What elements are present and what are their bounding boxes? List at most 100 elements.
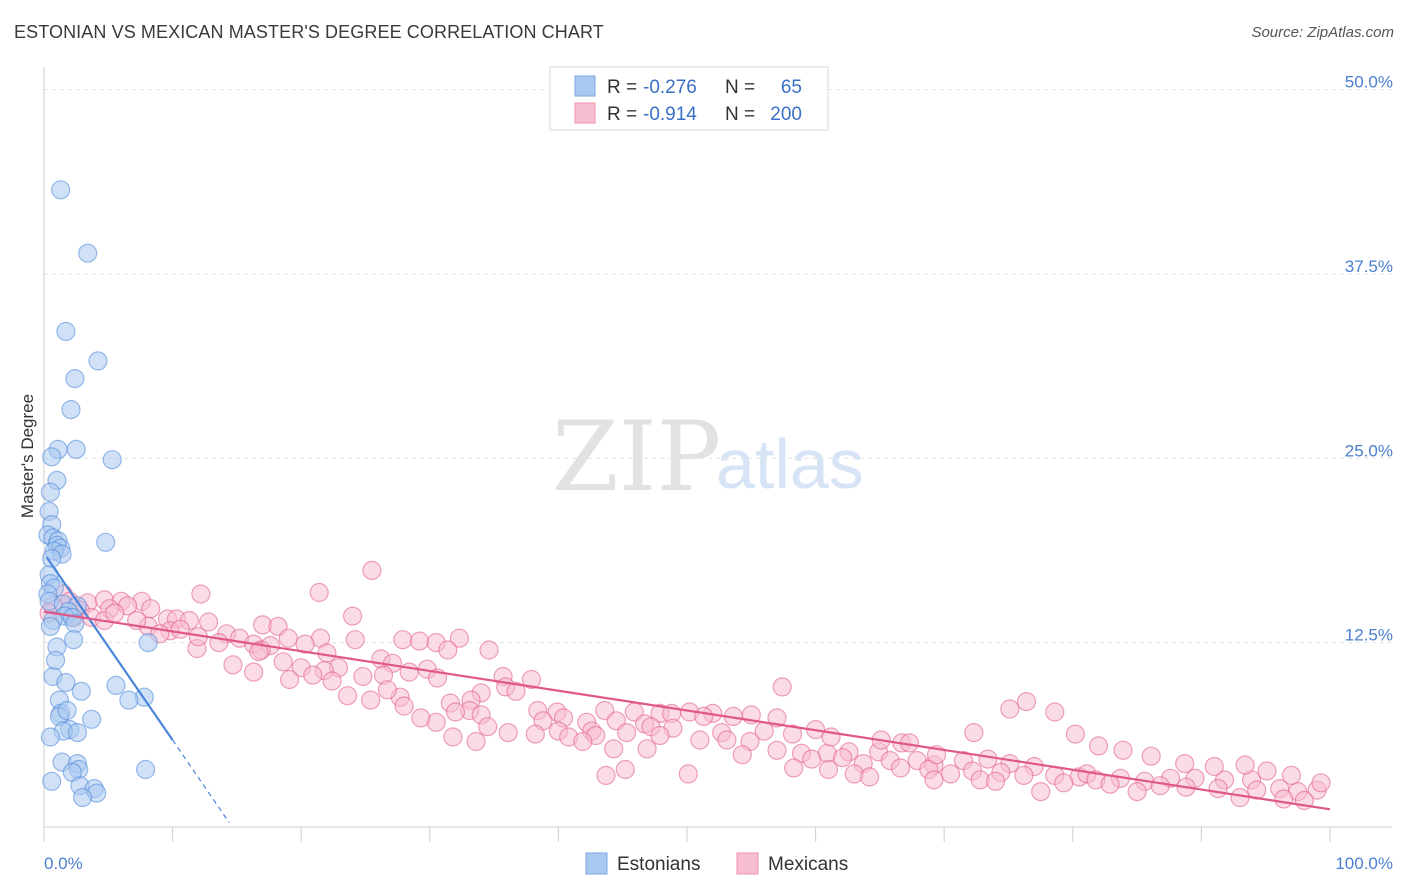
mexicans-point[interactable] [377, 680, 397, 700]
estonians-point[interactable] [40, 616, 61, 637]
mexicans-point[interactable] [1175, 753, 1195, 774]
mexicans-point[interactable] [637, 739, 657, 759]
mexicans-point[interactable] [466, 731, 486, 752]
estonians-point[interactable] [81, 709, 102, 729]
estonians-point[interactable] [102, 450, 122, 470]
mexicans-point[interactable] [940, 764, 961, 784]
mexicans-point[interactable] [343, 606, 363, 626]
legend-item-estonians[interactable]: Estonians [585, 852, 700, 875]
mexicans-point[interactable] [1141, 746, 1161, 766]
estonians-point[interactable] [66, 439, 86, 459]
mexicans-point[interactable] [1235, 755, 1255, 775]
mexicans-point[interactable] [615, 759, 635, 780]
estonians-point[interactable] [42, 447, 62, 467]
mexicans-point[interactable] [353, 666, 373, 687]
mexicans-point[interactable] [802, 749, 822, 769]
mexicans-point[interactable] [209, 632, 229, 653]
mexicans-point[interactable] [616, 722, 637, 743]
mexicans-point[interactable] [521, 669, 542, 690]
mexicans-point[interactable] [1311, 773, 1331, 793]
mexicans-point[interactable] [1000, 699, 1020, 719]
mexicans-point[interactable] [1150, 776, 1170, 796]
mexicans-point[interactable] [506, 681, 526, 701]
mexicans-point[interactable] [1274, 789, 1294, 809]
estonians-point[interactable] [88, 351, 108, 371]
mexicans-point[interactable] [924, 770, 944, 790]
mexicans-point[interactable] [317, 643, 337, 663]
mexicans-point[interactable] [105, 603, 125, 623]
mexicans-point[interactable] [690, 730, 710, 750]
mexicans-point[interactable] [767, 740, 787, 760]
estonians-point[interactable] [96, 532, 116, 552]
mexicans-point[interactable] [345, 630, 365, 650]
estonians-point[interactable] [57, 700, 77, 721]
mexicans-point[interactable] [479, 640, 499, 660]
estonians-point[interactable] [42, 771, 62, 791]
estonians-point[interactable] [138, 632, 158, 653]
mexicans-point[interactable] [964, 722, 984, 743]
mexicans-point[interactable] [832, 748, 853, 768]
mexicans-point[interactable] [782, 724, 803, 744]
mexicans-point[interactable] [478, 717, 498, 737]
mexicans-point[interactable] [170, 619, 190, 639]
estonians-point[interactable] [40, 482, 61, 502]
estonians-point[interactable] [65, 369, 85, 389]
mexicans-point[interactable] [249, 641, 269, 662]
mexicans-point[interactable] [199, 612, 219, 632]
mexicans-point[interactable] [337, 686, 358, 706]
mexicans-point[interactable] [1065, 724, 1086, 744]
mexicans-point[interactable] [1113, 740, 1133, 760]
mexicans-point[interactable] [1054, 773, 1074, 793]
mexicans-point[interactable] [650, 725, 670, 746]
estonians-point[interactable] [119, 690, 139, 710]
mexicans-point[interactable] [772, 677, 792, 697]
mexicans-point[interactable] [1031, 781, 1051, 802]
estonians-point[interactable] [136, 759, 156, 780]
mexicans-point[interactable] [1088, 736, 1109, 756]
mexicans-point[interactable] [223, 655, 243, 675]
mexicans-point[interactable] [1127, 781, 1147, 802]
mexicans-point[interactable] [1204, 756, 1224, 777]
mexicans-point[interactable] [445, 702, 466, 722]
mexicans-point[interactable] [443, 727, 463, 747]
estonians-point[interactable] [63, 630, 84, 650]
mexicans-point[interactable] [1045, 702, 1065, 722]
mexicans-point[interactable] [767, 708, 787, 728]
estonians-point[interactable] [72, 787, 93, 808]
estonians-point[interactable] [45, 650, 66, 670]
mexicans-point[interactable] [411, 708, 431, 728]
mexicans-point[interactable] [295, 634, 315, 654]
mexicans-point[interactable] [394, 696, 414, 716]
mexicans-point[interactable] [678, 764, 698, 784]
mexicans-point[interactable] [273, 652, 293, 672]
mexicans-point[interactable] [309, 582, 329, 603]
mexicans-point[interactable] [978, 749, 998, 769]
estonians-point[interactable] [67, 722, 88, 743]
mexicans-point[interactable] [393, 630, 413, 650]
estonians-point[interactable] [71, 681, 91, 701]
mexicans-point[interactable] [449, 628, 469, 648]
mexicans-point[interactable] [573, 731, 593, 752]
estonians-point[interactable] [56, 672, 76, 693]
mexicans-point[interactable] [1281, 765, 1302, 786]
mexicans-point[interactable] [596, 765, 616, 786]
mexicans-point[interactable] [818, 759, 839, 780]
mexicans-point[interactable] [1014, 765, 1034, 786]
estonians-point[interactable] [61, 400, 81, 420]
mexicans-point[interactable] [717, 730, 737, 750]
mexicans-point[interactable] [280, 669, 300, 690]
mexicans-point[interactable] [1208, 778, 1228, 799]
mexicans-point[interactable] [362, 560, 382, 581]
mexicans-point[interactable] [1257, 761, 1277, 781]
mexicans-point[interactable] [985, 771, 1006, 791]
mexicans-point[interactable] [278, 628, 298, 648]
mexicans-point[interactable] [604, 739, 624, 759]
estonians-point[interactable] [106, 675, 126, 696]
mexicans-point[interactable] [438, 640, 458, 660]
mexicans-point[interactable] [322, 671, 342, 691]
mexicans-point[interactable] [244, 662, 264, 682]
mexicans-point[interactable] [694, 706, 714, 727]
estonians-point[interactable] [40, 727, 61, 747]
mexicans-point[interactable] [409, 631, 430, 651]
mexicans-point[interactable] [1016, 691, 1037, 712]
